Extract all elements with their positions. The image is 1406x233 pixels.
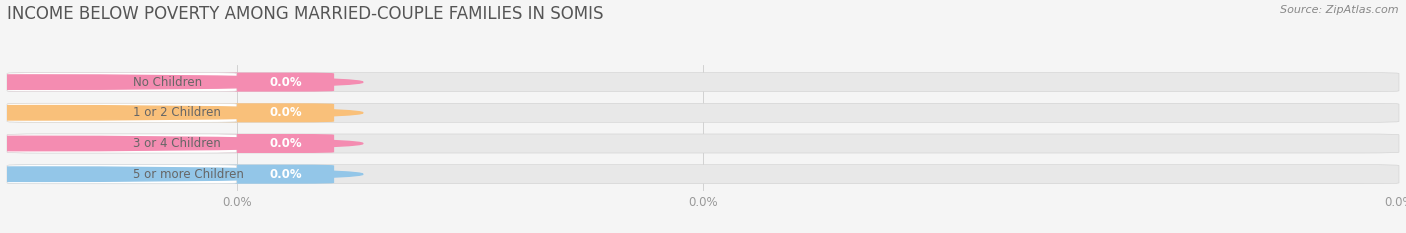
FancyBboxPatch shape xyxy=(7,134,1399,153)
FancyBboxPatch shape xyxy=(7,103,335,122)
Text: 0.0%: 0.0% xyxy=(269,106,302,119)
Circle shape xyxy=(0,106,363,120)
Text: Source: ZipAtlas.com: Source: ZipAtlas.com xyxy=(1281,5,1399,15)
FancyBboxPatch shape xyxy=(7,103,1399,122)
FancyBboxPatch shape xyxy=(7,165,335,184)
FancyBboxPatch shape xyxy=(7,73,236,92)
Text: 1 or 2 Children: 1 or 2 Children xyxy=(134,106,221,119)
FancyBboxPatch shape xyxy=(7,103,236,122)
Circle shape xyxy=(0,136,363,151)
FancyBboxPatch shape xyxy=(7,73,1399,92)
Text: 0.0%: 0.0% xyxy=(269,76,302,89)
Text: No Children: No Children xyxy=(134,76,202,89)
FancyBboxPatch shape xyxy=(7,134,335,153)
Text: 0.0%: 0.0% xyxy=(269,137,302,150)
Text: 3 or 4 Children: 3 or 4 Children xyxy=(134,137,221,150)
Circle shape xyxy=(0,167,363,182)
Circle shape xyxy=(0,75,363,89)
FancyBboxPatch shape xyxy=(7,73,335,92)
FancyBboxPatch shape xyxy=(7,165,236,184)
FancyBboxPatch shape xyxy=(7,165,1399,184)
FancyBboxPatch shape xyxy=(7,134,236,153)
Text: 0.0%: 0.0% xyxy=(269,168,302,181)
Text: 5 or more Children: 5 or more Children xyxy=(134,168,245,181)
Text: INCOME BELOW POVERTY AMONG MARRIED-COUPLE FAMILIES IN SOMIS: INCOME BELOW POVERTY AMONG MARRIED-COUPL… xyxy=(7,5,603,23)
